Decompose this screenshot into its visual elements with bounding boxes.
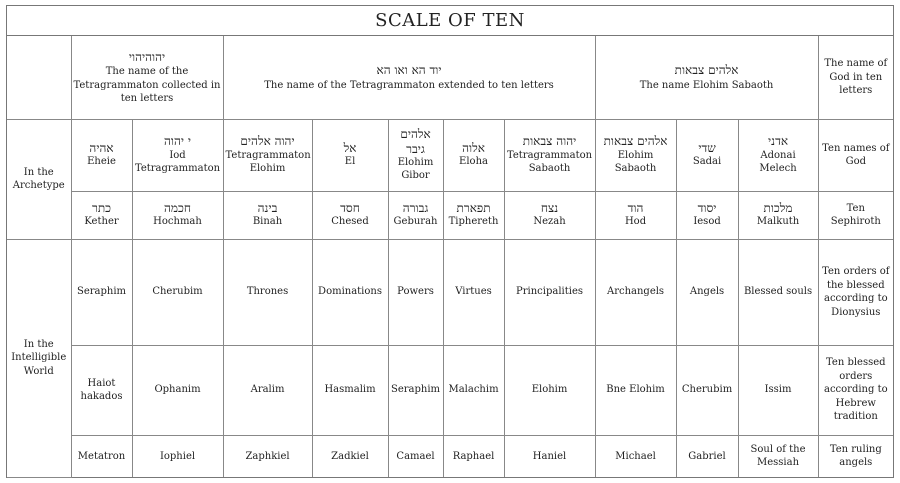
table-cell: Issim [737,344,819,436]
header-empty-cell [7,36,72,120]
table-cell: Soul of the Messiah [737,434,819,477]
table-cell: חכמה Hochmah [131,190,224,240]
table-cell: Elohim [503,344,596,436]
table-cell: אלהים צבאות Elohim Sabaoth [594,118,677,192]
table-cell: Blessed souls [737,238,819,346]
hebrew-text: אלהים צבאות [674,63,739,78]
table-cell: Virtues [442,238,505,346]
row-description: Ten ruling angels [817,434,894,477]
table-row: Metatron Iophiel Zaphkiel Zadkiel Camael… [7,434,894,477]
header-tetragrammaton-extended: יוד הא ואו הא The name of the Tetragramm… [222,36,596,120]
table-row: In the Intelligible World Seraphim Cheru… [7,238,894,478]
page-title: SCALE OF TEN [7,6,893,36]
table-cell: יהוה צבאות Tetragrammaton Sabaoth [503,118,596,192]
hebrew-text: יהוהיהוי [128,49,166,64]
table-cell: Camael [387,434,444,477]
table-row: כתר Kether חכמה Hochmah בינה Binah חסד Chese… [7,190,894,240]
table-cell: Metatron [70,434,133,477]
table-cell: Raphael [442,434,505,477]
table-cell: Zadkiel [311,434,389,477]
row-description: Ten Sephiroth [817,190,894,240]
table-cell: י יהוה Iod Tetragrammaton [131,118,224,192]
table-cell: Seraphim [70,238,133,346]
table-cell: Dominations [311,238,389,346]
table-cell: כתר Kether [70,190,133,240]
table-cell: אדני Adonai Melech [737,118,819,192]
header-text: The name of the Tetragrammaton extended … [264,79,554,91]
table-cell: Hasmalim [311,344,389,436]
table-cell: Cherubim [675,344,739,436]
table-cell: Archangels [594,238,677,346]
table-cell: Haiot hakados [70,344,133,436]
table-cell: Malachim [442,344,505,436]
row-label-intelligible-world: In the Intelligible World [7,238,72,478]
table-cell: Powers [387,238,444,346]
row-label-archetype: In the Archetype [7,118,72,240]
table-cell: אלהים גיבר Elohim Gibor [387,118,444,192]
table-cell: יסוד Iesod [675,190,739,240]
table-cell: אל El [311,118,389,192]
table-cell: יהוה אלהים Tetragrammaton Elohim [222,118,313,192]
table-cell: Michael [594,434,677,477]
table-cell: תפארת Tiphereth [442,190,505,240]
table-cell: נצח Nezah [503,190,596,240]
table-cell: גבורה Geburah [387,190,444,240]
table-cell: Zaphkiel [222,434,313,477]
header-tetragrammaton-collected: יהוהיהוי The name of the Tetragrammaton … [70,36,224,120]
table-cell: חסד Chesed [311,190,389,240]
table-cell: Angels [675,238,739,346]
table-cell: Seraphim [387,344,444,436]
table-cell: אלוה Eloha [442,118,505,192]
table-cell: מלכות Malkuth [737,190,819,240]
header-text: The name Elohim Sabaoth [639,79,774,91]
table-cell: Aralim [222,344,313,436]
table-cell: Bne Elohim [594,344,677,436]
table-cell: Ophanim [131,344,224,436]
table-cell: Gabriel [675,434,739,477]
table-cell: Principalities [503,238,596,346]
table-row: In the Archetype אהיה Eheie י יהוה Iod Tet… [7,118,894,240]
table-cell: שדי Sadai [675,118,739,192]
header-name-of-god: The name of God in ten letters [817,36,894,120]
table-row: Haiot hakados Ophanim Aralim Hasmalim Se… [7,344,894,436]
table-cell: אהיה Eheie [70,118,133,192]
header-text: The name of the Tetragrammaton collected… [73,66,221,105]
table-cell: הוד Hod [594,190,677,240]
row-description: Ten orders of the blessed according to D… [817,238,894,346]
table-cell: Cherubim [131,238,224,346]
scale-of-ten-table-frame: SCALE OF TEN יהוהיהוי The name of the Te… [6,5,894,478]
hebrew-text: יוד הא ואו הא [376,63,442,78]
header-elohim-sabaoth: אלהים צבאות The name Elohim Sabaoth [594,36,819,120]
row-description: Ten blessed orders according to Hebrew t… [817,344,894,436]
table-cell: Iophiel [131,434,224,477]
table-cell: Thrones [222,238,313,346]
table-cell: Haniel [503,434,596,477]
scale-table: יהוהיהוי The name of the Tetragrammaton … [7,36,894,478]
row-description: Ten names of God [817,118,894,192]
table-cell: בינה Binah [222,190,313,240]
header-row: יהוהיהוי The name of the Tetragrammaton … [7,36,894,120]
